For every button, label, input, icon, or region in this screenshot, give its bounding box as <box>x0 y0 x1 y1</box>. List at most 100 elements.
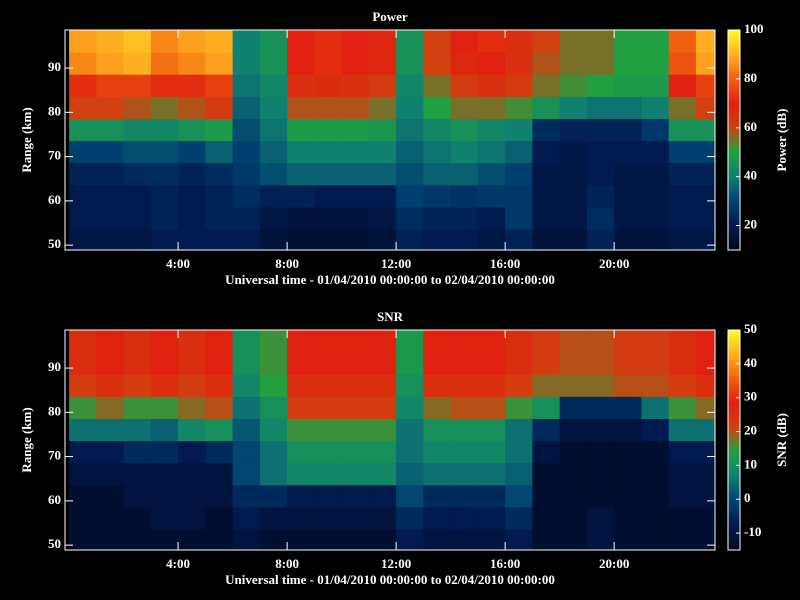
cell <box>259 30 288 54</box>
cell <box>532 463 561 486</box>
cell <box>150 141 179 164</box>
cell <box>450 396 479 420</box>
cell <box>205 30 234 54</box>
cell <box>450 163 479 186</box>
cell <box>668 396 697 420</box>
cell <box>178 229 206 250</box>
cell <box>423 441 452 464</box>
cell <box>450 485 479 509</box>
cell <box>450 96 479 120</box>
cell <box>586 352 615 376</box>
cell <box>96 229 125 250</box>
cell <box>123 463 152 486</box>
cell <box>695 30 715 54</box>
cell <box>532 141 561 164</box>
cell <box>368 441 397 464</box>
cell <box>178 74 206 98</box>
x-tick-label: 8:00 <box>275 256 299 271</box>
cell <box>641 507 670 531</box>
y-tick-label: 50 <box>48 236 61 251</box>
cell <box>559 418 588 442</box>
colorbar-frame <box>727 29 741 251</box>
cell <box>314 396 343 420</box>
cell <box>668 229 697 250</box>
cell <box>614 463 642 486</box>
cell <box>341 74 370 98</box>
cell <box>150 96 179 120</box>
cell <box>287 485 315 509</box>
cell <box>586 30 615 54</box>
cell <box>695 118 715 142</box>
cell <box>532 74 561 98</box>
cell <box>614 74 642 98</box>
y-tick-label: 90 <box>48 59 61 74</box>
cell <box>69 163 97 186</box>
cell <box>559 118 588 142</box>
cell <box>259 96 288 120</box>
cell <box>96 396 125 420</box>
cell <box>695 185 715 209</box>
cell <box>695 463 715 486</box>
y-axis-label: Range (km) <box>19 407 34 472</box>
colorbar-tick-label: 30 <box>744 389 757 404</box>
colorbar: -10 0 10 20 30 40 50 SNR (dB) <box>727 321 789 551</box>
cell <box>150 374 179 398</box>
cell <box>505 330 533 354</box>
y-tick-label: 70 <box>48 448 61 463</box>
cell <box>505 118 533 142</box>
cell <box>287 207 315 231</box>
cell <box>368 463 397 486</box>
cell <box>477 52 506 76</box>
plot-frame <box>64 29 716 251</box>
cell <box>287 52 315 76</box>
cell <box>477 485 506 509</box>
cell <box>641 463 670 486</box>
cell <box>178 185 206 209</box>
cell <box>505 74 533 98</box>
cell <box>287 418 315 442</box>
cell <box>205 96 234 120</box>
chart-title: SNR <box>377 309 404 324</box>
cell <box>586 507 615 531</box>
cell <box>314 352 343 376</box>
cell <box>178 507 206 531</box>
cell <box>532 229 561 250</box>
cell <box>423 52 452 76</box>
cell <box>695 352 715 376</box>
cell <box>259 485 288 509</box>
cell <box>586 163 615 186</box>
cell <box>559 207 588 231</box>
cell <box>477 229 506 250</box>
cell <box>205 396 234 420</box>
cell <box>695 207 715 231</box>
x-tick-label: 16:00 <box>490 556 520 571</box>
cell <box>368 418 397 442</box>
cell <box>695 441 715 464</box>
cell <box>69 507 97 531</box>
colorbar-label: SNR (dB) <box>774 413 789 467</box>
cell <box>532 207 561 231</box>
cell <box>423 30 452 54</box>
cell <box>341 441 370 464</box>
cell <box>232 374 261 398</box>
cell <box>232 352 261 376</box>
colorbar-tick-label: 60 <box>744 119 757 134</box>
cell <box>96 141 125 164</box>
cell <box>559 229 588 250</box>
cell <box>477 207 506 231</box>
cell <box>559 330 588 354</box>
cell <box>205 507 234 531</box>
cell <box>668 52 697 76</box>
cell <box>505 30 533 54</box>
cell <box>423 529 452 550</box>
cell <box>123 30 152 54</box>
cell <box>259 163 288 186</box>
cell <box>477 74 506 98</box>
cell <box>450 185 479 209</box>
cell <box>559 185 588 209</box>
cell <box>341 52 370 76</box>
x-tick-label: 12:00 <box>381 556 411 571</box>
cell <box>178 118 206 142</box>
colorbar-tick-label: 10 <box>744 456 757 471</box>
cell <box>314 74 343 98</box>
